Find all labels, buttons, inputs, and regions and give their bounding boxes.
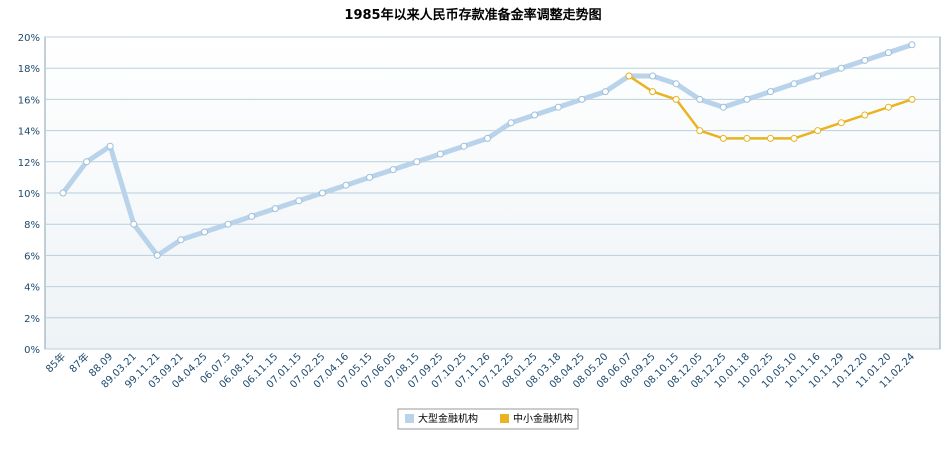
data-point: [908, 41, 916, 49]
data-point: [59, 189, 67, 197]
data-point: [460, 142, 468, 150]
data-point: [342, 181, 350, 189]
data-point: [83, 158, 91, 166]
data-point: [366, 173, 374, 181]
data-point: [318, 189, 326, 197]
data-point: [790, 80, 798, 88]
y-tick-label: 4%: [24, 283, 40, 294]
data-point: [389, 166, 397, 174]
y-tick-label: 16%: [18, 95, 40, 106]
y-tick-label: 14%: [18, 127, 40, 138]
data-point: [625, 72, 633, 80]
data-point: [413, 158, 421, 166]
data-point: [767, 88, 774, 96]
data-point: [248, 212, 256, 220]
data-point: [224, 220, 232, 228]
y-tick-label: 2%: [24, 314, 40, 325]
data-point: [908, 95, 916, 103]
data-point: [743, 95, 751, 103]
data-point: [837, 64, 845, 72]
data-point: [767, 134, 774, 142]
data-point: [884, 103, 892, 111]
data-point: [295, 197, 303, 205]
data-point: [531, 111, 539, 119]
data-point: [743, 134, 751, 142]
data-point: [554, 103, 562, 111]
data-point: [672, 80, 680, 88]
y-tick-label: 20%: [18, 33, 40, 44]
data-point: [153, 251, 161, 259]
data-point: [814, 127, 822, 135]
data-point: [177, 236, 185, 244]
data-point: [790, 134, 798, 142]
y-tick-label: 6%: [24, 251, 40, 262]
data-point: [601, 88, 609, 96]
data-point: [719, 103, 727, 111]
data-point: [507, 119, 515, 127]
legend-label: 中小金融机构: [513, 412, 573, 425]
y-tick-label: 10%: [18, 189, 40, 200]
y-tick-label: 18%: [18, 64, 40, 75]
data-point: [696, 95, 704, 103]
data-point: [271, 205, 279, 213]
y-tick-label: 8%: [24, 220, 40, 231]
legend-swatch: [500, 414, 509, 423]
data-point: [484, 134, 491, 142]
data-point: [201, 228, 208, 236]
data-point: [719, 134, 727, 142]
data-point: [861, 111, 869, 119]
y-tick-label: 12%: [18, 158, 40, 169]
data-point: [814, 72, 822, 80]
data-point: [672, 95, 680, 103]
data-point: [106, 142, 114, 150]
data-point: [649, 88, 657, 96]
data-point: [130, 220, 138, 228]
y-tick-label: 0%: [24, 345, 40, 356]
chart-title: 1985年以来人民币存款准备金率调整走势图: [344, 7, 601, 23]
data-point: [696, 127, 704, 135]
data-point: [436, 150, 444, 158]
data-point: [578, 95, 586, 103]
legend: [397, 408, 579, 430]
data-point: [649, 72, 657, 80]
legend-label: 大型金融机构: [418, 412, 478, 425]
data-point: [884, 49, 892, 57]
data-point: [861, 56, 869, 64]
data-point: [837, 119, 845, 127]
legend-swatch: [405, 414, 414, 423]
